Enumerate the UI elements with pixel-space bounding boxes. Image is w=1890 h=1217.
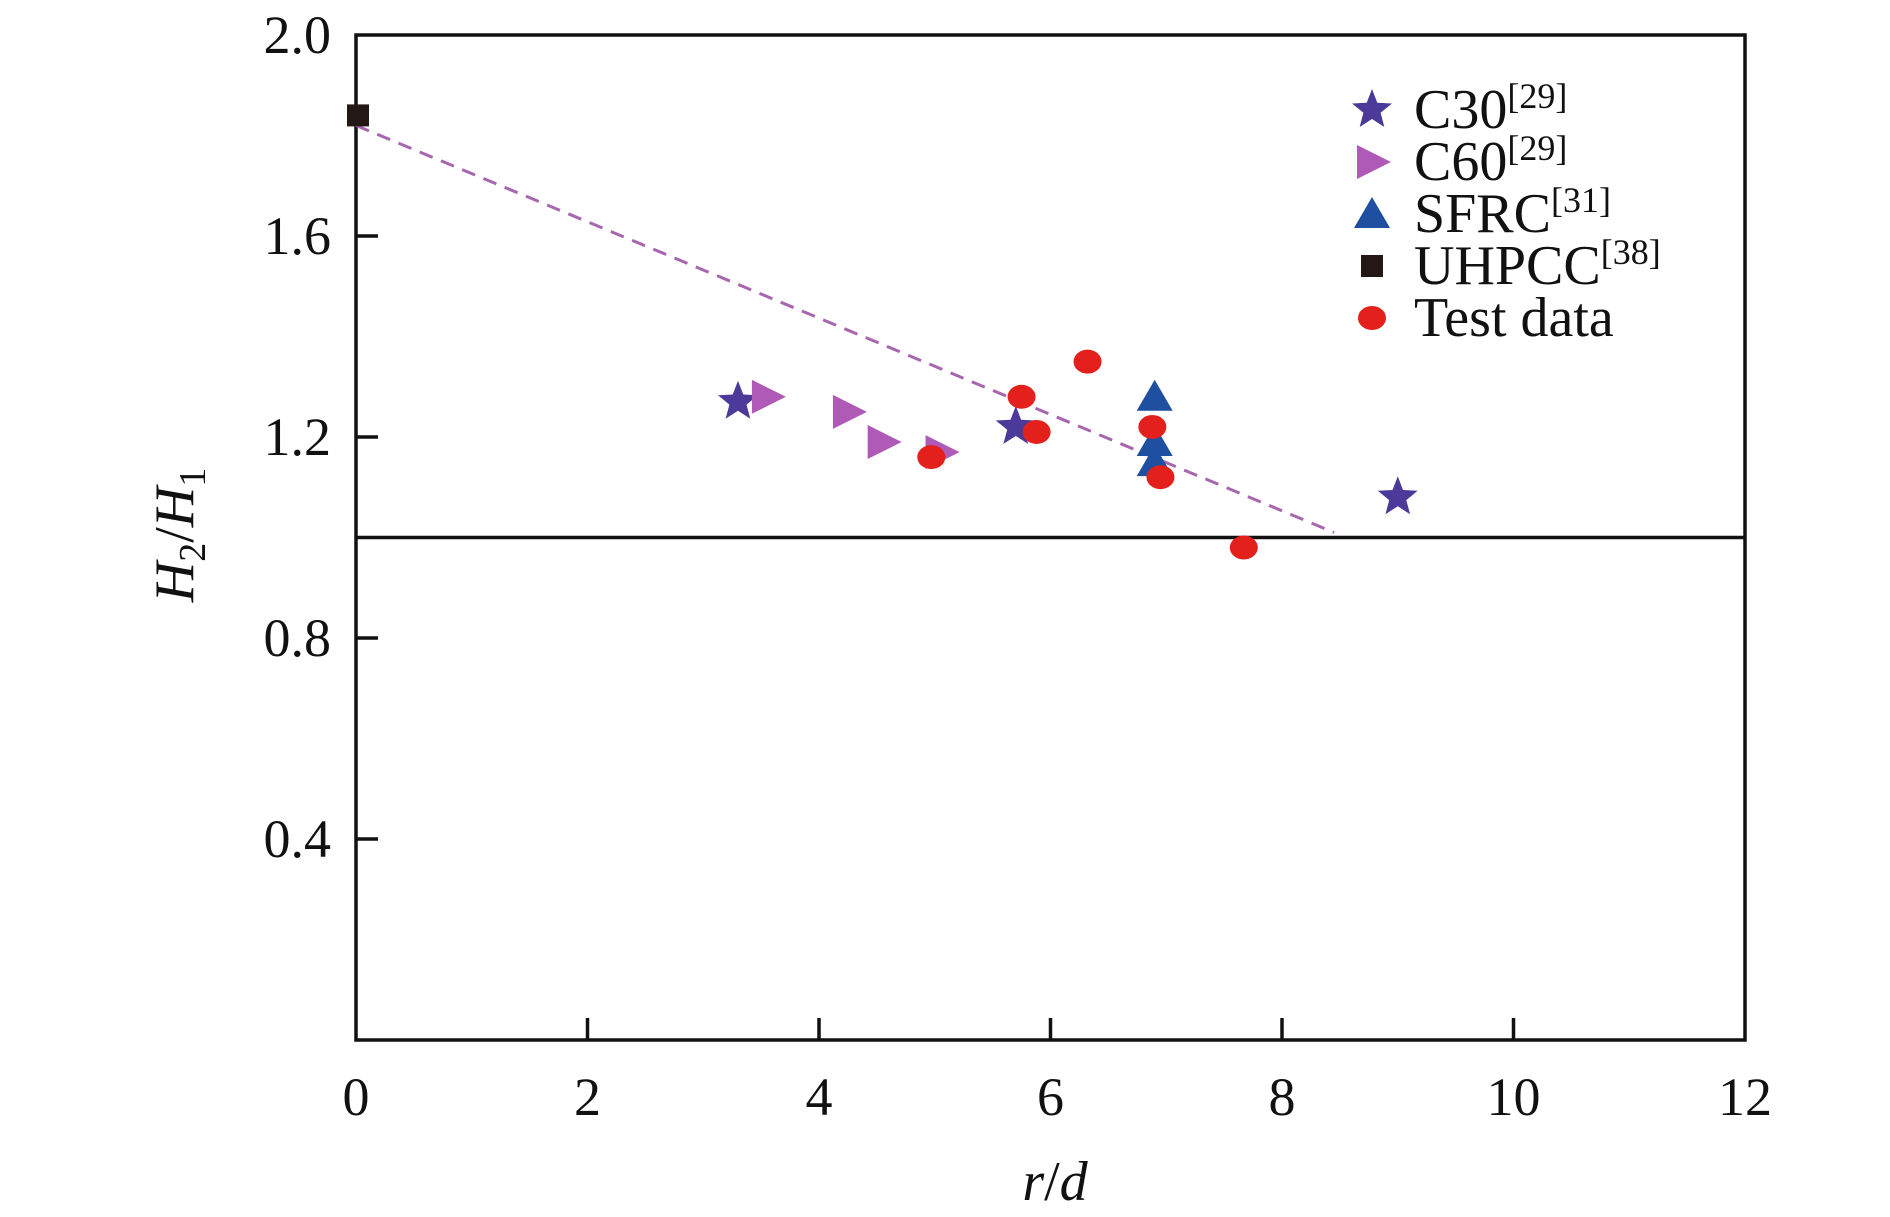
x-axis-label-sep: / (1044, 1151, 1060, 1213)
legend-marker-sfrc (1354, 197, 1390, 228)
x-tick-label: 12 (1718, 1067, 1772, 1127)
data-point-test-data (1073, 349, 1102, 374)
y-tick-label: 2.0 (264, 5, 332, 65)
data-point-c60 (867, 425, 902, 460)
y-axis-label-h2-sub: 2 (172, 543, 214, 562)
y-tick-label: 0.8 (264, 608, 332, 668)
data-point-c60 (751, 379, 786, 414)
data-point-c30 (1377, 476, 1418, 515)
legend-marker-c60 (1357, 145, 1391, 179)
data-point-test-data (1229, 535, 1258, 560)
legend-entry-uhpcc: UHPCC[38] (1414, 232, 1661, 297)
legend-marker-test-data (1358, 306, 1386, 330)
y-axis-label-sep: / (144, 527, 206, 543)
reference-lines (355, 124, 1745, 540)
data-point-test-data (1022, 419, 1051, 444)
x-tick-label: 2 (574, 1067, 601, 1127)
legend: C30[29]C60[29]SFRC[31]UHPCC[38]Test data (1352, 76, 1661, 349)
y-axis-label: H2/H1 (144, 468, 214, 603)
x-tick-label: 0 (343, 1067, 370, 1127)
trend-line-dashed (355, 124, 1335, 534)
x-axis-label-r: r (1022, 1151, 1044, 1213)
data-point-test-data (1146, 465, 1175, 490)
data-point-uhpcc (347, 104, 369, 127)
y-tick-label: 1.2 (264, 407, 332, 467)
y-axis-ticks: 0.4 0.8 1.2 1.6 2.0 (264, 5, 378, 869)
x-tick-label: 4 (806, 1067, 833, 1127)
x-axis-label-d: d (1060, 1151, 1089, 1213)
y-axis-label-h1: H (144, 484, 206, 528)
x-tick-label: 10 (1487, 1067, 1541, 1127)
x-tick-label: 8 (1269, 1067, 1296, 1127)
legend-marker-uhpcc (1361, 255, 1383, 277)
data-point-test-data (1007, 384, 1036, 409)
data-point-sfrc (1136, 379, 1173, 411)
data-markers (347, 104, 1418, 560)
data-point-c30 (995, 406, 1036, 444)
data-point-test-data (1138, 414, 1167, 439)
y-tick-label: 1.6 (264, 206, 332, 266)
data-point-c30 (718, 380, 758, 419)
data-point-c60 (832, 394, 867, 429)
x-tick-label: 6 (1037, 1067, 1064, 1127)
legend-entry-c60: C60[29] (1414, 128, 1567, 193)
data-point-sfrc (1136, 425, 1173, 457)
data-point-test-data (917, 445, 946, 470)
legend-entry-test-data: Test data (1414, 287, 1614, 349)
x-axis-ticks: 0 2 4 6 8 10 12 (343, 1018, 1772, 1127)
legend-entry-c30: C30[29] (1414, 76, 1567, 141)
legend-marker-c30 (1352, 89, 1392, 127)
y-axis-label-h2: H (144, 559, 206, 603)
x-axis-label: r/d (1022, 1151, 1088, 1213)
y-tick-label: 0.4 (264, 809, 332, 869)
y-axis-label-h1-sub: 1 (172, 468, 214, 487)
legend-entry-sfrc: SFRC[31] (1414, 180, 1611, 245)
